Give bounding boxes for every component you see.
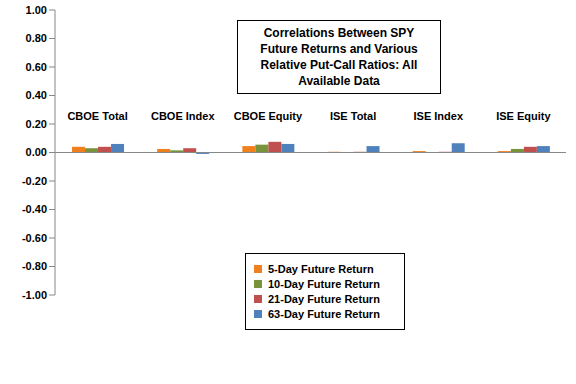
svg-text:-0.20: -0.20 bbox=[22, 175, 47, 187]
html-text:21-Day Future Return: 21-Day Future Return bbox=[268, 293, 380, 305]
svg-text:ISE Index: ISE Index bbox=[413, 110, 463, 122]
svg-text:0.20: 0.20 bbox=[26, 118, 47, 130]
svg-text:-1.00: -1.00 bbox=[22, 289, 47, 301]
svg-text:CBOE Index: CBOE Index bbox=[151, 110, 215, 122]
svg-text:0.40: 0.40 bbox=[26, 89, 47, 101]
svg-text:ISE Total: ISE Total bbox=[330, 110, 376, 122]
svg-text:-0.40: -0.40 bbox=[22, 203, 47, 215]
svg-text:ISE Equity: ISE Equity bbox=[496, 110, 551, 122]
svg-text:1.00: 1.00 bbox=[26, 4, 47, 16]
html-text:5-Day Future Return: 5-Day Future Return bbox=[268, 263, 374, 275]
html-text:Correlations Between SPY Futur: Correlations Between SPY Future Returns … bbox=[260, 26, 418, 88]
svg-text:0.00: 0.00 bbox=[26, 146, 47, 158]
svg-text:0.80: 0.80 bbox=[26, 32, 47, 44]
html-text:10-Day Future Return: 10-Day Future Return bbox=[268, 278, 380, 290]
svg-text:-0.80: -0.80 bbox=[22, 260, 47, 272]
svg-text:CBOE Equity: CBOE Equity bbox=[234, 110, 303, 122]
svg-text:CBOE Total: CBOE Total bbox=[67, 110, 127, 122]
svg-text:0.60: 0.60 bbox=[26, 61, 47, 73]
svg-text:-0.60: -0.60 bbox=[22, 232, 47, 244]
html-text:63-Day Future Return: 63-Day Future Return bbox=[268, 308, 380, 320]
